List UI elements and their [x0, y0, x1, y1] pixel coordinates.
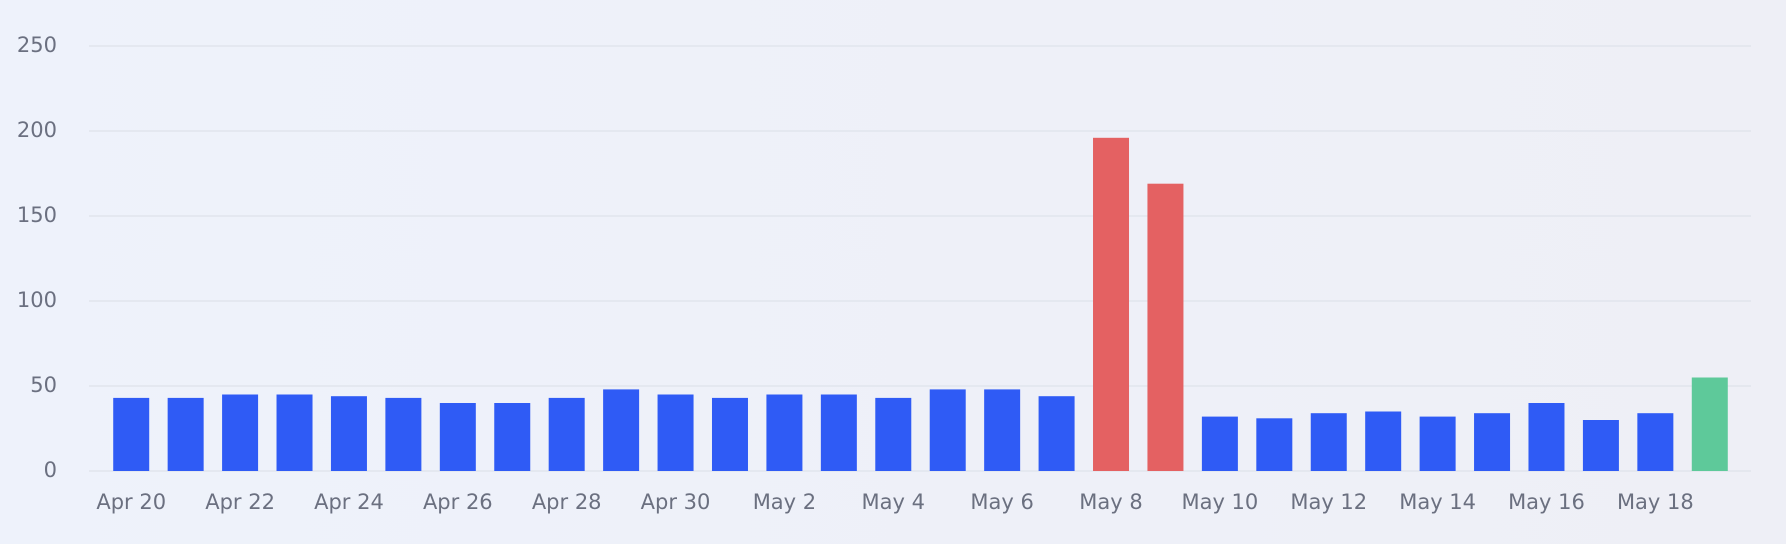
bar [113, 397, 150, 471]
bar [984, 389, 1021, 471]
bar [1528, 403, 1565, 471]
bar [820, 394, 857, 471]
bar [766, 394, 803, 471]
bar [1637, 413, 1674, 471]
x-tick-label: May 18 [1617, 490, 1694, 514]
y-tick-label: 200 [17, 118, 57, 142]
x-tick-label: May 6 [970, 490, 1033, 514]
bar [439, 403, 476, 471]
y-tick-label: 0 [44, 458, 57, 482]
bar [711, 397, 748, 471]
bar [494, 403, 531, 471]
bar [548, 397, 585, 471]
y-tick-label: 250 [17, 33, 57, 57]
bar [276, 394, 313, 471]
x-tick-label: Apr 30 [641, 490, 711, 514]
bar [1474, 413, 1511, 471]
bar [385, 397, 422, 471]
x-tick-label: May 14 [1399, 490, 1476, 514]
bar [1038, 396, 1075, 471]
bar [1147, 183, 1184, 471]
bar [1365, 411, 1402, 471]
x-tick-label: May 16 [1508, 490, 1585, 514]
x-tick-label: Apr 22 [205, 490, 275, 514]
bar [330, 396, 367, 471]
y-tick-label: 100 [17, 288, 57, 312]
y-tick-label: 50 [30, 373, 57, 397]
x-tick-label: May 10 [1181, 490, 1258, 514]
x-tick-label: Apr 26 [423, 490, 493, 514]
x-tick-label: Apr 28 [532, 490, 602, 514]
x-tick-label: May 12 [1290, 490, 1367, 514]
bar [1310, 413, 1347, 471]
x-tick-label: Apr 24 [314, 490, 384, 514]
bar [657, 394, 694, 471]
bar [1256, 418, 1293, 471]
bar [1691, 377, 1728, 471]
bar [1582, 420, 1619, 471]
bar [1093, 137, 1130, 472]
bar [929, 389, 966, 471]
y-tick-label: 150 [17, 203, 57, 227]
bar [1201, 416, 1238, 471]
bar [875, 397, 912, 471]
bar [167, 397, 204, 471]
bar [1419, 416, 1456, 471]
bar [603, 389, 640, 471]
x-tick-label: May 8 [1079, 490, 1142, 514]
x-tick-label: Apr 20 [96, 490, 166, 514]
bar [222, 394, 259, 471]
x-tick-label: May 4 [862, 490, 925, 514]
x-tick-label: May 2 [753, 490, 816, 514]
